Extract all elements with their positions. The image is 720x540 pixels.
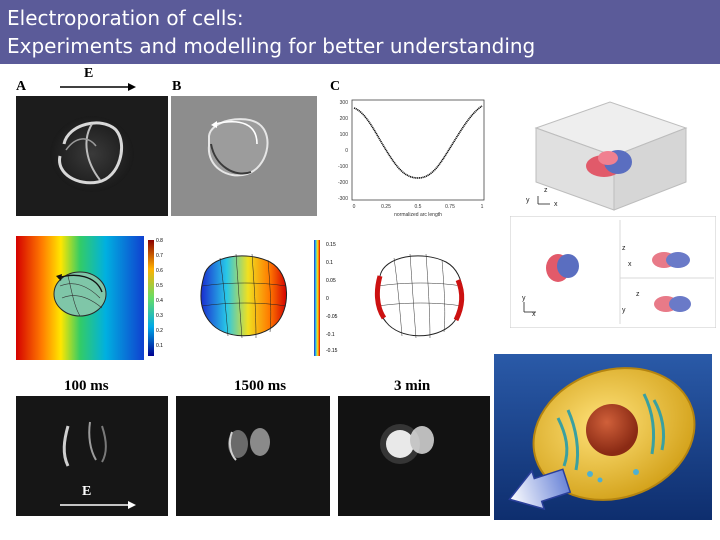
- axis-z-label: z: [622, 245, 626, 252]
- axis-z-label: z: [636, 291, 640, 298]
- plot-c-xtick: 0: [353, 204, 356, 210]
- colorbar-tick: -0.1: [326, 332, 335, 338]
- plot-c-ytick: 100: [340, 132, 349, 138]
- plot-c-xtick: 0.75: [445, 204, 455, 210]
- colorbar-tick: 0.3: [156, 313, 163, 319]
- cell-illustration: [494, 354, 712, 520]
- axis-x-label: x: [628, 261, 632, 268]
- colorbar-tick: 0.1: [156, 343, 163, 349]
- fluorescence-1500ms: [176, 396, 330, 516]
- panel-label-a: A: [16, 79, 27, 94]
- slide-title-line-2: Experiments and modelling for better und…: [7, 34, 536, 58]
- plot-c-ytick: 0: [345, 148, 348, 154]
- axis-x-label: x: [532, 311, 536, 318]
- plot-c-xtick: 0.25: [381, 204, 391, 210]
- plot-c-ytick: -100: [338, 164, 348, 170]
- colorbar-tick: -0.05: [326, 314, 338, 320]
- fluorescence-image-a: [16, 96, 168, 216]
- axis-x-label: x: [554, 201, 558, 208]
- plot-c-ytick: 200: [340, 116, 349, 122]
- axis-y-label: y: [526, 197, 530, 204]
- field-label-top: E: [84, 66, 94, 81]
- plot-c-ytick: -200: [338, 180, 348, 186]
- colorbar-tick: 0.1: [326, 260, 333, 266]
- slide-title-line-1: Electroporation of cells:: [7, 6, 244, 30]
- colorbar-tick: 0.5: [156, 283, 163, 289]
- panel-label-b: B: [172, 79, 182, 94]
- dic-image-b: [171, 96, 317, 216]
- plot-c-ytick: -300: [338, 196, 348, 202]
- colorbar-tick: 0.8: [156, 238, 163, 244]
- cell-mesh-wireframe: [360, 236, 492, 360]
- field-label-bottom: E: [82, 484, 92, 499]
- axis-y-label: y: [622, 307, 626, 314]
- colorbar-tick: -0.15: [326, 348, 338, 354]
- plot-c-ytick: 300: [340, 100, 349, 106]
- cell-mesh-colored: [200, 240, 320, 356]
- colorbar-1-labels: 0.8 0.7 0.6 0.5 0.4 0.3 0.2 0.1: [156, 236, 176, 360]
- time-label-100ms: 100 ms: [64, 378, 109, 394]
- time-label-1500ms: 1500 ms: [234, 378, 287, 394]
- potential-plot-c: 300 200 100 0 -100 -200 -300 0 0.25 0.5 …: [320, 94, 492, 222]
- time-label-3min: 3 min: [394, 378, 431, 394]
- field-arrow-top: [60, 83, 136, 91]
- colorbar-2-labels: 0.15 0.1 0.05 0 -0.05 -0.1 -0.15: [326, 236, 346, 360]
- fluorescence-100ms: [16, 396, 168, 516]
- model-3d-views: y x z x z y: [510, 216, 716, 328]
- colorbar-tick: 0.7: [156, 253, 163, 259]
- colorbar-tick: 0.4: [156, 298, 163, 304]
- axis-y-label: y: [522, 295, 526, 302]
- colorbar-tick: 0.15: [326, 242, 336, 248]
- colorbar-tick: 0.2: [156, 328, 163, 334]
- colorbar-tick: 0: [326, 296, 329, 302]
- colorbar-tick: 0.6: [156, 268, 163, 274]
- plot-c-xtick: 0.5: [415, 204, 422, 210]
- plot-c-xlabel: normalized arc length: [394, 212, 442, 218]
- slide-title-bar: Electroporation of cells: Experiments an…: [0, 0, 720, 64]
- colorbar-tick: 0.05: [326, 278, 336, 284]
- plot-c-xtick: 1: [481, 204, 484, 210]
- fluorescence-3min: [338, 396, 490, 516]
- potential-field-map: [16, 236, 154, 360]
- field-arrow-bottom: [60, 501, 136, 509]
- model-3d-box: y z x: [514, 88, 692, 214]
- axis-z-label: z: [544, 187, 548, 194]
- panel-label-c: C: [330, 79, 341, 94]
